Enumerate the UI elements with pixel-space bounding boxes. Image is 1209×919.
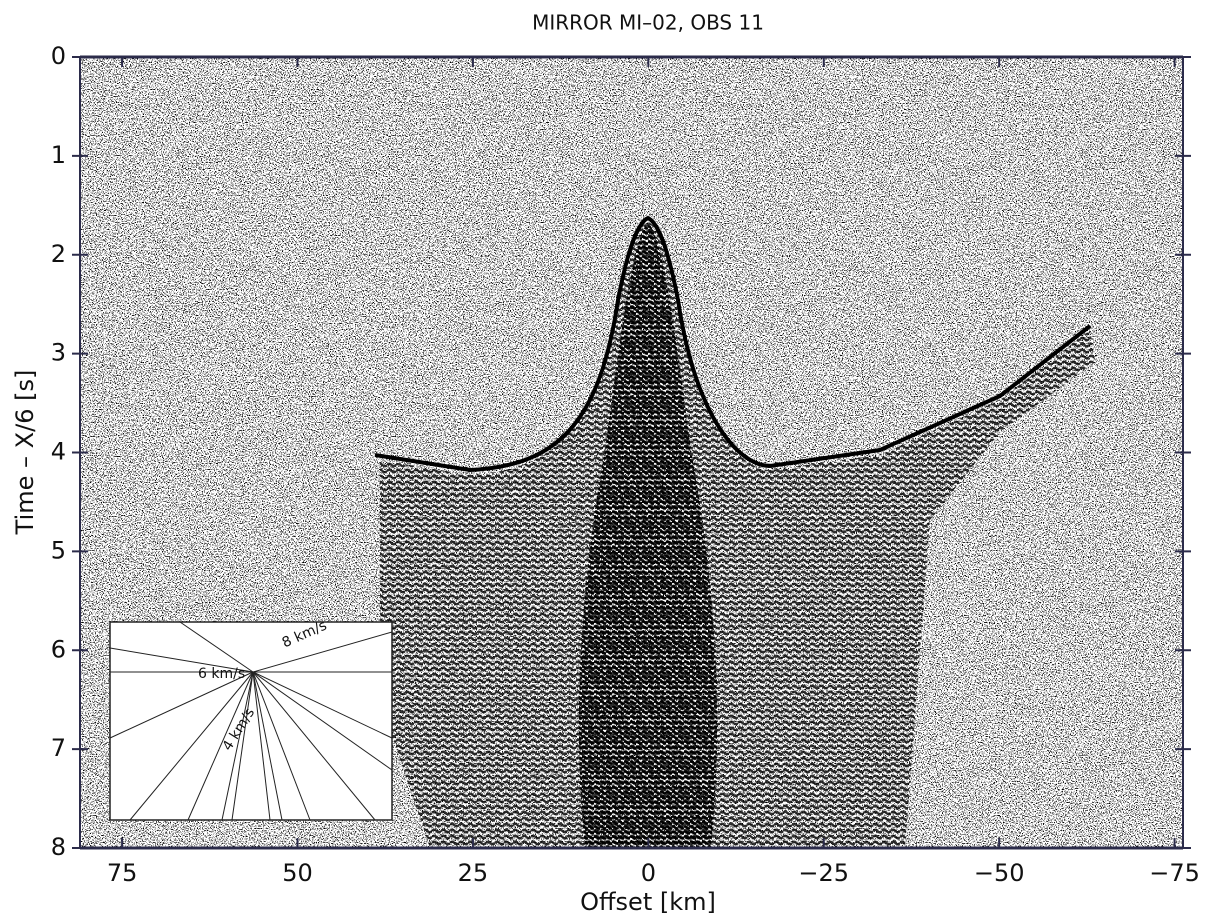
inset-line	[129, 671, 254, 821]
y-tick-label: 8	[51, 833, 66, 861]
y-tick-label: 0	[51, 42, 66, 70]
x-tick-label: −50	[974, 859, 1025, 887]
x-tick-label: 75	[107, 859, 138, 887]
x-tick-label: 0	[641, 859, 656, 887]
inset-label: 6 km/s	[198, 666, 245, 682]
inset: 8 km/s 6 km/s 4 km/s	[109, 618, 393, 821]
inset-line	[252, 671, 271, 821]
y-tick-label: 4	[51, 438, 66, 466]
inset-line	[252, 631, 393, 673]
y-tick-label: 1	[51, 141, 66, 169]
y-tick-label: 7	[51, 734, 66, 762]
inset-line	[252, 671, 283, 821]
x-tick-label: 25	[458, 859, 489, 887]
inset-line	[179, 621, 254, 673]
inset-line	[221, 671, 254, 821]
inset-line	[252, 671, 393, 739]
inset-line	[252, 671, 311, 821]
inset-line	[231, 671, 254, 821]
inset-line	[109, 647, 254, 673]
inset-line	[252, 671, 393, 771]
first-arrival	[374, 215, 1092, 473]
inset-line	[187, 671, 254, 821]
inset-line	[252, 671, 376, 821]
inset-line	[109, 671, 254, 739]
y-tick-label: 3	[51, 339, 66, 367]
y-axis-label: Time – X/6 [s]	[11, 370, 39, 536]
plot-area	[80, 57, 1183, 848]
x-tick-label: 50	[282, 859, 313, 887]
y-tick-label: 6	[51, 635, 66, 663]
y-tick-label: 2	[51, 240, 66, 268]
x-tick-label: −75	[1149, 859, 1200, 887]
x-tick-label: −25	[798, 859, 849, 887]
arrival-region	[380, 222, 1095, 848]
chart-title: MIRROR MI–02, OBS 11	[532, 11, 764, 35]
arrival-core	[578, 222, 718, 848]
x-axis-label: Offset [km]	[580, 888, 716, 916]
y-tick-label: 5	[51, 536, 66, 564]
